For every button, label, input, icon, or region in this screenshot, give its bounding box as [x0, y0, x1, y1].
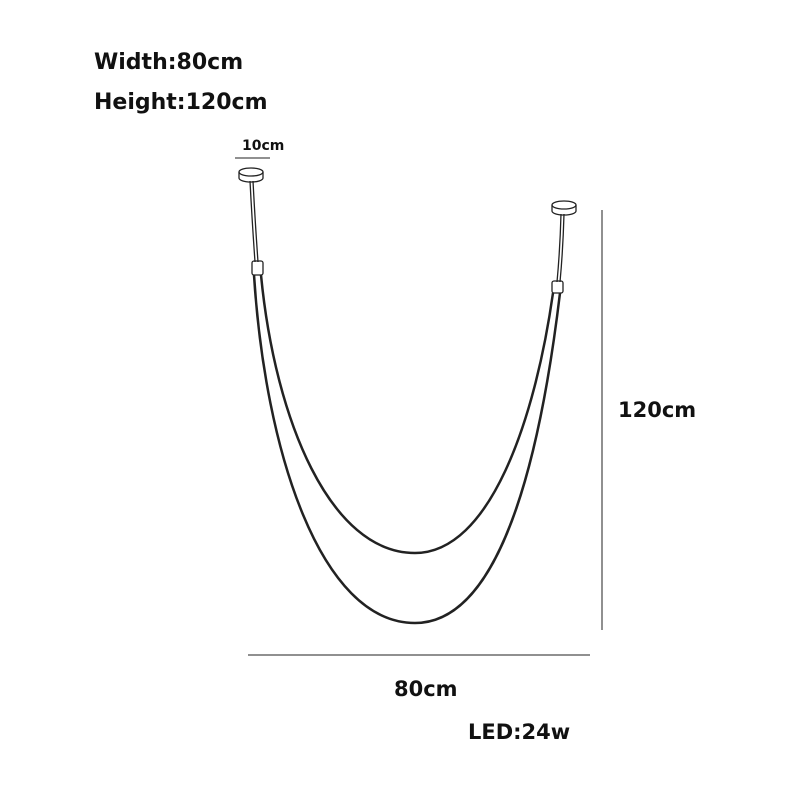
canopy-dimension-label: 10cm [242, 138, 285, 154]
right-canopy [551, 200, 577, 216]
inner-led-loop [259, 274, 555, 555]
height-spec: Height:120cm [94, 90, 268, 115]
width-dimension-label: 80cm [394, 677, 458, 701]
left-clip [251, 260, 264, 276]
right-suspension-cable [556, 213, 565, 283]
left-canopy [238, 167, 264, 183]
right-clip [551, 280, 564, 294]
height-dimension-label: 120cm [618, 398, 697, 422]
width-spec: Width:80cm [94, 50, 244, 75]
led-power-spec: LED:24w [468, 720, 571, 744]
outer-led-loop [252, 274, 562, 625]
left-suspension-cable [249, 180, 259, 263]
